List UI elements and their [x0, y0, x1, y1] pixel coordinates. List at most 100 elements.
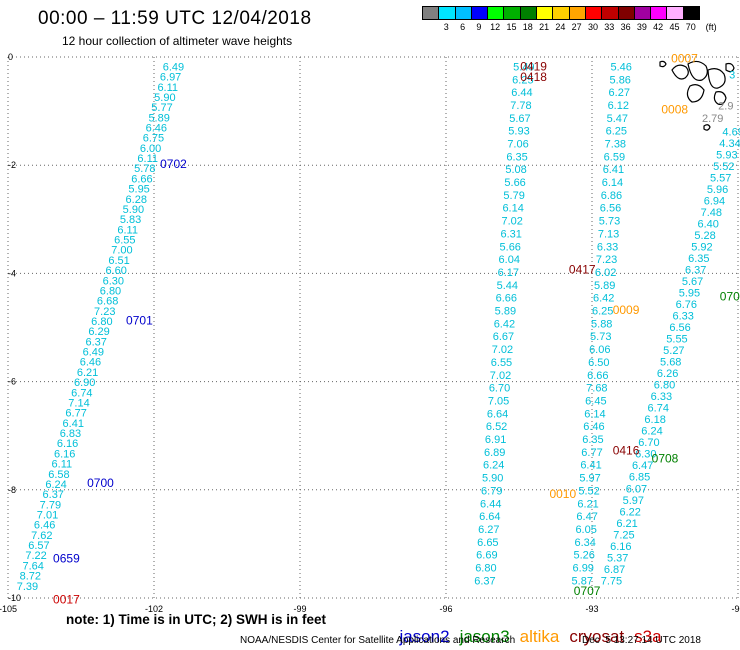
swh-value: 5.73 [599, 216, 620, 228]
colorbar-label: 36 [620, 22, 631, 32]
swh-value: 6.28 [126, 194, 147, 206]
swh-value: 6.66 [587, 370, 608, 382]
swh-value: 5.90 [482, 473, 503, 485]
swh-value: 6.80 [654, 380, 675, 392]
lat-tick-label: -6 [8, 377, 16, 387]
time-label-jason2: 0701 [126, 314, 153, 328]
legend-jason3: jason3 [459, 627, 510, 646]
swh-value: 6.47 [576, 511, 597, 523]
swh-value: 6.80 [475, 563, 496, 575]
time-label-jason2: 0702 [160, 157, 187, 171]
swh-value: 5.90 [123, 204, 144, 216]
swh-value: 7.01 [37, 509, 58, 521]
colorbar-label: 30 [587, 22, 599, 32]
swh-value: 6.25 [592, 306, 613, 318]
swh-value: 4.34 [719, 138, 740, 150]
swh-value: 6.80 [91, 316, 112, 328]
swh-value: 6.16 [610, 541, 631, 553]
legend-cryosat: cryosat [569, 627, 625, 646]
swh-value: 6.14 [584, 408, 605, 420]
swh-value: 7.39 [17, 581, 38, 593]
swh-value: 5.77 [151, 102, 172, 114]
swh-value: 6.30 [635, 449, 656, 461]
swh-value: 5.37 [607, 552, 628, 564]
island-outline [713, 91, 727, 105]
swh-value: 7.06 [507, 139, 528, 151]
swh-value: 6.49 [83, 347, 104, 359]
lon-tick-label: -105 [0, 604, 17, 614]
swh-value: 6.47 [632, 460, 653, 472]
swh-value: 6.64 [479, 511, 500, 523]
swh-value: 7.13 [598, 228, 619, 240]
swh-value: 6.11 [52, 459, 73, 471]
generated-timestamp: Dec 5 13:27:14 UTC 2018 [582, 635, 701, 646]
swh-value: 6.74 [71, 387, 92, 399]
swh-value: 6.66 [131, 173, 152, 185]
swh-value: 5.95 [128, 184, 149, 196]
lon-tick-label: -99 [293, 604, 306, 614]
map-subtitle: 12 hour collection of altimeter wave hei… [62, 34, 293, 48]
swh-value: 5.73 [590, 331, 611, 343]
swh-value: 5.89 [495, 306, 516, 318]
colorbar-label: 21 [539, 22, 550, 32]
swh-value: 6.12 [608, 100, 629, 112]
swh-value: 6.55 [491, 357, 512, 369]
island-outline [707, 68, 726, 89]
swh-value: 8.72 [20, 571, 41, 583]
swh-value: 6.16 [54, 448, 75, 460]
swh-value: 6.33 [673, 311, 694, 323]
swh-value: 6.37 [685, 264, 706, 276]
lat-tick-label: -8 [8, 485, 16, 495]
swh-value: 7.75 [601, 575, 622, 587]
swh-value: 6.00 [140, 143, 161, 155]
lat-tick-label: -4 [8, 268, 16, 278]
swh-value: 5.57 [710, 172, 731, 184]
swh-value: 5.93 [508, 126, 529, 138]
swh-value: 5.92 [691, 241, 712, 253]
swh-value: 6.46 [80, 357, 101, 369]
swh-value: 6.27 [478, 524, 499, 536]
lat-tick-label: -10 [8, 593, 21, 603]
swh-value: 6.41 [580, 460, 601, 472]
swh-value: 6.41 [603, 164, 624, 176]
colorbar-label: 18 [522, 22, 533, 32]
time-label-jason3: 0709 [720, 289, 740, 303]
swh-value: 6.37 [85, 336, 106, 348]
swh-value: 6.67 [493, 331, 514, 343]
time-label-cryosat: 0418 [520, 70, 547, 84]
swh-value: 5.67 [682, 276, 703, 288]
time-label-jason2: 0700 [87, 476, 114, 490]
swh-value: 7.38 [605, 139, 626, 151]
swh-value: 6.70 [489, 383, 510, 395]
swh-value: 6.06 [589, 344, 610, 356]
swh-value: 6.77 [581, 447, 602, 459]
swh-value: 6.74 [648, 403, 669, 415]
swh-value: 7.14 [68, 397, 89, 409]
swh-value: 6.52 [486, 421, 507, 433]
time-label-cryosat: 0416 [613, 444, 640, 458]
swh-value: 6.35 [506, 151, 527, 163]
swh-value: 6.59 [604, 151, 625, 163]
swh-value: 2.9 [718, 100, 733, 112]
legend-jason2: jason2 [399, 627, 450, 646]
colorbar-label: 3 [443, 22, 449, 32]
swh-value: 5.28 [694, 230, 715, 242]
swh-value: 6.75 [143, 133, 164, 145]
time-label-s3a: 0017 [53, 592, 80, 606]
swh-value: 6.94 [704, 195, 725, 207]
swh-value: 5.66 [504, 177, 525, 189]
swh-value: 5.47 [607, 113, 628, 125]
swh-value: 6.87 [604, 564, 625, 576]
swh-value: 6.21 [577, 498, 598, 510]
swh-value: 6.46 [34, 520, 55, 532]
swh-value: 5.83 [120, 214, 141, 226]
swh-value: 6.90 [74, 377, 95, 389]
swh-value: 6.35 [582, 434, 603, 446]
swh-value: 6.42 [494, 318, 515, 330]
swh-value: 6.58 [48, 469, 69, 481]
swh-value: 5.49 [513, 61, 534, 73]
colorbar-label: 33 [604, 22, 615, 32]
swh-value: 6.44 [511, 87, 532, 99]
lon-tick-label: -96 [439, 604, 452, 614]
swh-value: 5.52 [578, 485, 599, 497]
